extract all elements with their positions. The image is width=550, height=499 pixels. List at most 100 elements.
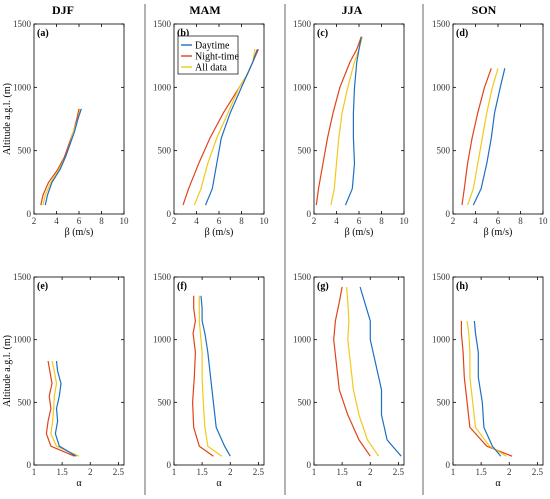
y-tick-label: 1500 — [432, 19, 451, 29]
x-tick-label: 2 — [32, 216, 37, 226]
series-line-d-daytime — [472, 68, 506, 206]
x-tick-label: 2 — [88, 467, 93, 477]
y-tick-label: 0 — [446, 209, 451, 219]
series-line-h-night-time — [460, 320, 513, 457]
axes-frame-h — [452, 276, 544, 466]
x-axis-label-g: α — [356, 478, 362, 489]
x-tick-label: 1 — [32, 467, 37, 477]
y-axis-label-row-1: Altitude a.g.l. (m) — [2, 83, 13, 155]
x-tick-label: 6 — [357, 216, 362, 226]
x-tick-label: 1.5 — [57, 467, 69, 477]
y-tick-label: 1000 — [293, 335, 312, 345]
y-tick-label: 1500 — [153, 19, 172, 29]
x-tick-label: 6 — [77, 216, 82, 226]
x-tick-label: 1.5 — [337, 467, 349, 477]
y-tick-label: 500 — [437, 146, 451, 156]
series-line-e-night-time — [45, 360, 75, 457]
panel-label-b: (b) — [177, 28, 189, 39]
y-tick-label: 1000 — [432, 82, 451, 92]
x-tick-label: 1 — [312, 467, 317, 477]
y-tick-label: 500 — [18, 146, 32, 156]
x-tick-label: 2.5 — [393, 467, 405, 477]
series-line-e-all-data — [50, 360, 80, 457]
y-tick-label: 0 — [167, 209, 172, 219]
series-line-f-daytime — [200, 295, 231, 457]
x-axis-label-e: α — [76, 478, 82, 489]
series-line-h-all-data — [466, 320, 507, 457]
series-line-c-all-data — [330, 36, 363, 206]
x-axis-label-c: β (m/s) — [345, 227, 374, 238]
panel-label-f: (f) — [177, 281, 187, 292]
x-tick-label: 4 — [334, 216, 339, 226]
legend-label-night-time: Night-time — [195, 52, 239, 63]
y-tick-label: 1500 — [293, 19, 312, 29]
y-tick-label: 0 — [307, 460, 312, 470]
series-line-d-night-time — [461, 68, 492, 206]
legend-label-all-data: All data — [195, 63, 227, 74]
y-tick-label: 0 — [307, 209, 312, 219]
x-axis-label-f: α — [216, 478, 222, 489]
x-tick-label: 2.5 — [113, 467, 125, 477]
y-tick-label: 1000 — [13, 82, 32, 92]
axes-frame-d — [452, 23, 544, 215]
axes-frame-f — [173, 276, 265, 466]
panel-label-e: (e) — [37, 281, 48, 292]
y-tick-label: 1500 — [153, 272, 172, 282]
series-line-f-night-time — [192, 295, 214, 457]
y-tick-label: 500 — [437, 397, 451, 407]
x-tick-label: 4 — [194, 216, 199, 226]
y-tick-label: 500 — [18, 397, 32, 407]
x-tick-label: 10 — [400, 216, 410, 226]
y-tick-label: 0 — [27, 209, 32, 219]
x-tick-label: 2 — [368, 467, 373, 477]
x-tick-label: 8 — [239, 216, 244, 226]
x-tick-label: 8 — [518, 216, 523, 226]
y-tick-label: 1500 — [13, 19, 32, 29]
x-tick-label: 1.5 — [197, 467, 209, 477]
y-tick-label: 1000 — [13, 335, 32, 345]
series-line-g-all-data — [346, 286, 380, 457]
x-axis-label-b: β (m/s) — [205, 227, 234, 238]
y-tick-label: 1500 — [293, 272, 312, 282]
x-tick-label: 2.5 — [532, 467, 544, 477]
panel-label-g: (g) — [317, 281, 329, 292]
x-axis-label-h: α — [495, 478, 501, 489]
x-tick-label: 1 — [172, 467, 177, 477]
season-title-mam: MAM — [189, 3, 220, 17]
x-axis-label-a: β (m/s) — [65, 227, 94, 238]
y-tick-label: 500 — [298, 397, 312, 407]
series-line-g-daytime — [359, 286, 402, 457]
x-tick-label: 8 — [99, 216, 104, 226]
y-tick-label: 1000 — [293, 82, 312, 92]
y-tick-label: 1500 — [432, 272, 451, 282]
panel-label-h: (h) — [456, 281, 468, 292]
y-tick-label: 500 — [158, 397, 172, 407]
y-tick-label: 1500 — [13, 272, 32, 282]
y-axis-label-row-2: Altitude a.g.l. (m) — [2, 335, 13, 407]
x-tick-label: 6 — [217, 216, 222, 226]
x-tick-label: 10 — [539, 216, 549, 226]
x-tick-label: 10 — [120, 216, 130, 226]
season-title-jja: JJA — [342, 3, 363, 17]
series-line-c-night-time — [315, 36, 362, 206]
series-line-d-all-data — [467, 68, 499, 206]
season-title-djf: DJF — [52, 3, 74, 17]
x-tick-label: 2 — [172, 216, 177, 226]
axes-frame-g — [313, 276, 405, 466]
y-tick-label: 0 — [167, 460, 172, 470]
panel-label-c: (c) — [317, 28, 328, 39]
y-tick-label: 500 — [298, 146, 312, 156]
series-line-f-all-data — [198, 295, 223, 457]
x-tick-label: 2 — [228, 467, 233, 477]
series-line-a-night-time — [40, 108, 80, 206]
x-tick-label: 8 — [379, 216, 384, 226]
y-tick-label: 1000 — [153, 82, 172, 92]
x-tick-label: 10 — [260, 216, 270, 226]
y-tick-label: 500 — [158, 146, 172, 156]
season-title-son: SON — [472, 3, 497, 17]
series-line-c-daytime — [344, 36, 362, 206]
x-tick-label: 6 — [496, 216, 501, 226]
series-line-h-daytime — [473, 320, 502, 457]
series-line-a-daytime — [44, 108, 82, 206]
panel-label-a: (a) — [37, 28, 49, 39]
